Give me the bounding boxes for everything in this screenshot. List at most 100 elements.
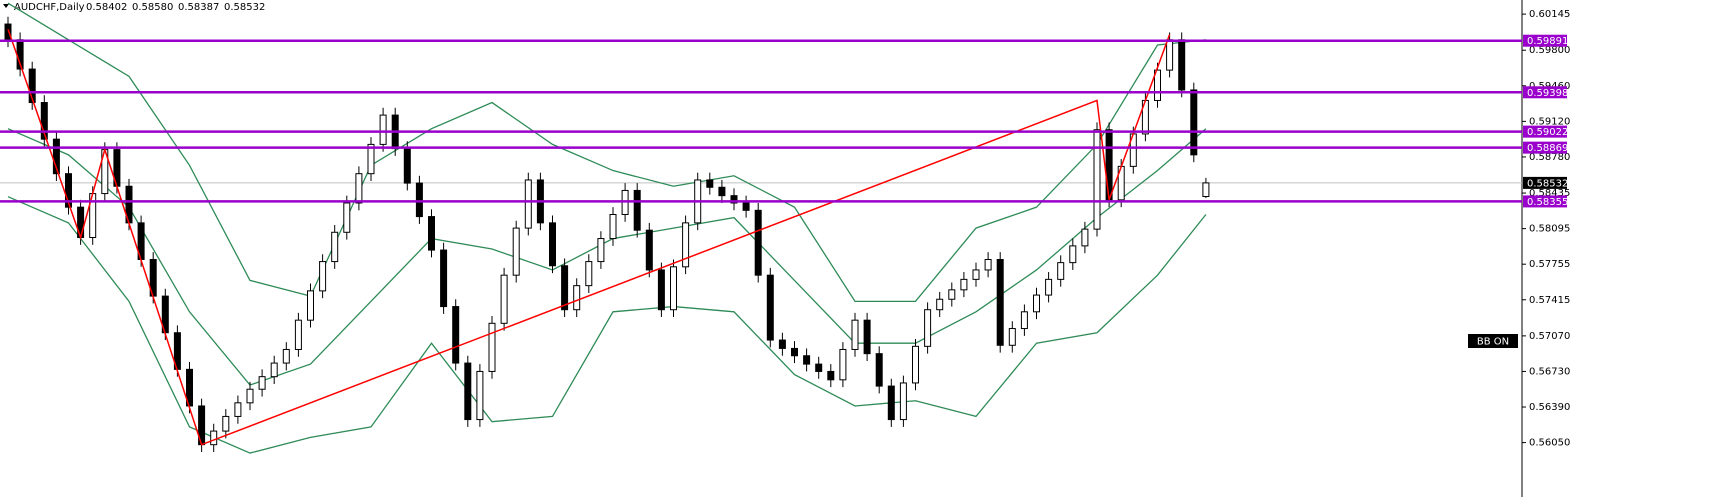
- candle-body: [706, 179, 714, 188]
- candle-body: [319, 261, 327, 292]
- candle-body: [1166, 39, 1174, 71]
- candle-body: [754, 209, 762, 276]
- candle-body: [766, 274, 774, 341]
- bollinger-band: [7, 2, 1206, 302]
- level-label-box: [1523, 141, 1567, 154]
- header-value: 0.58532: [224, 2, 265, 13]
- candle-body: [815, 363, 823, 372]
- candle-body: [428, 216, 435, 251]
- candle-body: [1202, 182, 1210, 197]
- header-value: 0.58580: [132, 2, 173, 13]
- candle-body: [1190, 89, 1198, 156]
- candle-body: [609, 213, 617, 240]
- level-label-box: [1523, 34, 1567, 47]
- level-label: 0.59022: [1527, 127, 1568, 138]
- candle-body: [924, 309, 932, 347]
- candle-body: [996, 258, 1004, 346]
- candle-body: [452, 306, 460, 364]
- candle-body: [307, 290, 314, 321]
- y-tick-label: 0.58780: [1529, 152, 1570, 163]
- candle-body: [331, 231, 339, 263]
- menu-arrow: [3, 4, 9, 8]
- candle-body: [585, 261, 593, 287]
- candle-body: [294, 319, 302, 350]
- candle-body: [512, 227, 520, 276]
- candle-body: [367, 143, 375, 175]
- badge: BB ON: [1477, 337, 1509, 348]
- candle-body: [343, 202, 351, 233]
- candle-body: [210, 430, 218, 446]
- symbol: AUDCHF,Daily: [14, 2, 85, 13]
- candle-body: [1033, 294, 1040, 313]
- y-tick-label: 0.58095: [1529, 224, 1570, 235]
- y-tick-label: 0.56390: [1529, 402, 1570, 413]
- level-label-box: [1523, 125, 1567, 138]
- candle-body: [222, 415, 230, 432]
- candle-body: [742, 202, 750, 211]
- candle-body: [403, 148, 411, 184]
- candle-body: [1154, 69, 1161, 101]
- candle-body: [464, 362, 472, 421]
- bollinger-band: [7, 196, 1207, 454]
- y-tick-label: 0.59800: [1529, 45, 1570, 56]
- current-price-box: [1523, 176, 1567, 189]
- candle-body: [1008, 328, 1016, 346]
- y-tick-label: 0.56050: [1529, 438, 1570, 449]
- candle-body: [972, 269, 980, 280]
- candle-body: [863, 319, 871, 355]
- candle-body: [65, 173, 72, 208]
- y-tick-label: 0.56730: [1529, 366, 1570, 377]
- candle-body: [730, 195, 738, 204]
- level-label: 0.58869: [1527, 143, 1568, 154]
- candle-body: [851, 319, 859, 350]
- bollinger-band: [7, 128, 1207, 386]
- level-label: 0.58355: [1527, 197, 1568, 208]
- candle-body: [633, 189, 641, 231]
- level-label: 0.59891: [1527, 36, 1568, 47]
- candle-body: [670, 266, 677, 311]
- candle-body: [40, 102, 48, 140]
- zigzag-line: [7, 29, 1171, 446]
- candle-body: [488, 322, 496, 372]
- candle-body: [476, 370, 484, 421]
- candle-body: [875, 353, 883, 387]
- current-price-label: 0.58532: [1527, 178, 1568, 189]
- candle-body: [912, 345, 919, 384]
- candle-body: [440, 249, 448, 308]
- candle-body: [657, 269, 665, 311]
- candle-body: [827, 370, 835, 381]
- candle-body: [355, 173, 363, 204]
- candle-body: [1105, 129, 1113, 201]
- y-tick-label: 0.59120: [1529, 116, 1570, 127]
- candle-body: [270, 362, 278, 378]
- candle-body: [1081, 228, 1089, 247]
- candle-body: [1020, 311, 1028, 330]
- candle-body: [246, 388, 254, 404]
- level-label-box: [1523, 86, 1567, 99]
- candle-body: [28, 68, 36, 104]
- candle-body: [948, 289, 956, 300]
- candle-body: [778, 339, 786, 349]
- y-tick-label: 0.57415: [1529, 295, 1570, 306]
- candle-body: [1178, 39, 1186, 91]
- candle-body: [500, 274, 508, 324]
- candle-body: [282, 348, 290, 364]
- candle-body: [839, 348, 847, 381]
- y-tick-label: 0.60145: [1529, 9, 1570, 20]
- candle-body: [549, 222, 556, 267]
- candle-body: [984, 258, 992, 271]
- candle-body: [1093, 129, 1101, 230]
- candle-body: [803, 355, 811, 365]
- candle-body: [597, 238, 605, 263]
- candle-body: [791, 347, 798, 357]
- candle-body: [258, 376, 266, 390]
- candle-body: [1069, 245, 1077, 264]
- header-value: 0.58402: [86, 2, 127, 13]
- candle-body: [561, 265, 569, 311]
- candle-body: [524, 179, 532, 229]
- header-value: 0.58387: [178, 2, 219, 13]
- candle-body: [899, 382, 907, 421]
- candle-body: [234, 402, 242, 417]
